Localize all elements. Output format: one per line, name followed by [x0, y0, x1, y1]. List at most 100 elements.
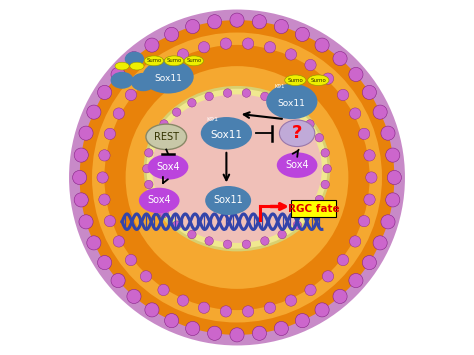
Circle shape	[98, 256, 112, 270]
Circle shape	[145, 38, 159, 52]
Circle shape	[230, 13, 244, 27]
Circle shape	[127, 289, 141, 304]
Circle shape	[80, 20, 394, 335]
Circle shape	[186, 321, 200, 335]
Circle shape	[242, 240, 251, 248]
Circle shape	[261, 237, 269, 245]
Circle shape	[69, 10, 405, 345]
Ellipse shape	[164, 56, 184, 66]
Circle shape	[173, 221, 181, 229]
Circle shape	[337, 255, 349, 266]
Circle shape	[125, 255, 137, 266]
Circle shape	[79, 126, 93, 140]
Circle shape	[99, 150, 110, 161]
Circle shape	[99, 194, 110, 205]
Circle shape	[366, 172, 377, 183]
Circle shape	[111, 67, 125, 82]
Circle shape	[164, 27, 179, 42]
Circle shape	[285, 49, 297, 60]
Text: Sumo: Sumo	[287, 78, 303, 83]
Ellipse shape	[130, 62, 144, 70]
Circle shape	[127, 51, 141, 66]
Ellipse shape	[277, 152, 318, 178]
Ellipse shape	[152, 94, 322, 243]
Circle shape	[158, 59, 169, 71]
Circle shape	[242, 89, 251, 97]
Circle shape	[160, 120, 168, 128]
Ellipse shape	[139, 188, 180, 213]
Circle shape	[358, 215, 370, 227]
Circle shape	[364, 194, 375, 205]
Circle shape	[97, 172, 108, 183]
Ellipse shape	[146, 124, 187, 149]
Text: Sumo: Sumo	[310, 78, 326, 83]
Circle shape	[198, 302, 210, 313]
Text: Sox4: Sox4	[285, 160, 309, 170]
Text: K91: K91	[152, 60, 163, 65]
Circle shape	[73, 170, 87, 185]
Circle shape	[205, 92, 213, 100]
Text: Sox4: Sox4	[156, 162, 180, 172]
Circle shape	[208, 15, 222, 29]
FancyBboxPatch shape	[291, 201, 337, 217]
Circle shape	[188, 99, 196, 107]
Circle shape	[362, 256, 376, 270]
Circle shape	[261, 92, 269, 100]
Circle shape	[113, 236, 125, 247]
Circle shape	[242, 306, 254, 317]
Circle shape	[285, 295, 297, 306]
Circle shape	[315, 133, 324, 142]
Circle shape	[387, 170, 401, 185]
Circle shape	[223, 89, 232, 97]
Ellipse shape	[285, 75, 306, 86]
Ellipse shape	[131, 73, 155, 91]
Circle shape	[74, 148, 88, 162]
Ellipse shape	[308, 75, 329, 86]
Circle shape	[164, 313, 179, 328]
Circle shape	[295, 313, 310, 328]
Circle shape	[305, 59, 316, 71]
Circle shape	[145, 303, 159, 317]
Ellipse shape	[205, 186, 251, 215]
Circle shape	[315, 303, 329, 317]
Circle shape	[60, 1, 414, 354]
Text: ?: ?	[292, 124, 302, 142]
Text: Sox11: Sox11	[213, 196, 243, 206]
Text: Sox11: Sox11	[210, 130, 242, 140]
Circle shape	[140, 73, 152, 84]
Circle shape	[293, 108, 301, 116]
Circle shape	[323, 164, 331, 173]
Text: REST: REST	[154, 132, 179, 142]
Circle shape	[125, 89, 137, 100]
Circle shape	[337, 89, 349, 100]
Circle shape	[111, 273, 125, 288]
Text: K91: K91	[274, 84, 285, 89]
Circle shape	[322, 271, 334, 282]
Circle shape	[186, 20, 200, 34]
Circle shape	[362, 85, 376, 99]
Circle shape	[322, 73, 334, 84]
Circle shape	[205, 237, 213, 245]
Circle shape	[74, 193, 88, 207]
Ellipse shape	[115, 62, 129, 70]
Circle shape	[274, 321, 288, 335]
Circle shape	[87, 105, 101, 119]
Circle shape	[150, 195, 159, 204]
Circle shape	[321, 149, 329, 157]
Circle shape	[145, 180, 153, 189]
Circle shape	[145, 149, 153, 157]
Text: Sox11: Sox11	[154, 74, 182, 83]
Circle shape	[278, 99, 286, 107]
Circle shape	[158, 284, 169, 296]
Circle shape	[295, 27, 310, 42]
Circle shape	[113, 108, 125, 119]
Ellipse shape	[144, 56, 164, 66]
Circle shape	[87, 236, 101, 250]
Circle shape	[104, 128, 116, 140]
Circle shape	[381, 126, 395, 140]
Circle shape	[230, 328, 244, 342]
Ellipse shape	[266, 84, 318, 119]
Circle shape	[264, 42, 276, 53]
Circle shape	[386, 193, 400, 207]
Text: Sumo: Sumo	[146, 58, 162, 63]
